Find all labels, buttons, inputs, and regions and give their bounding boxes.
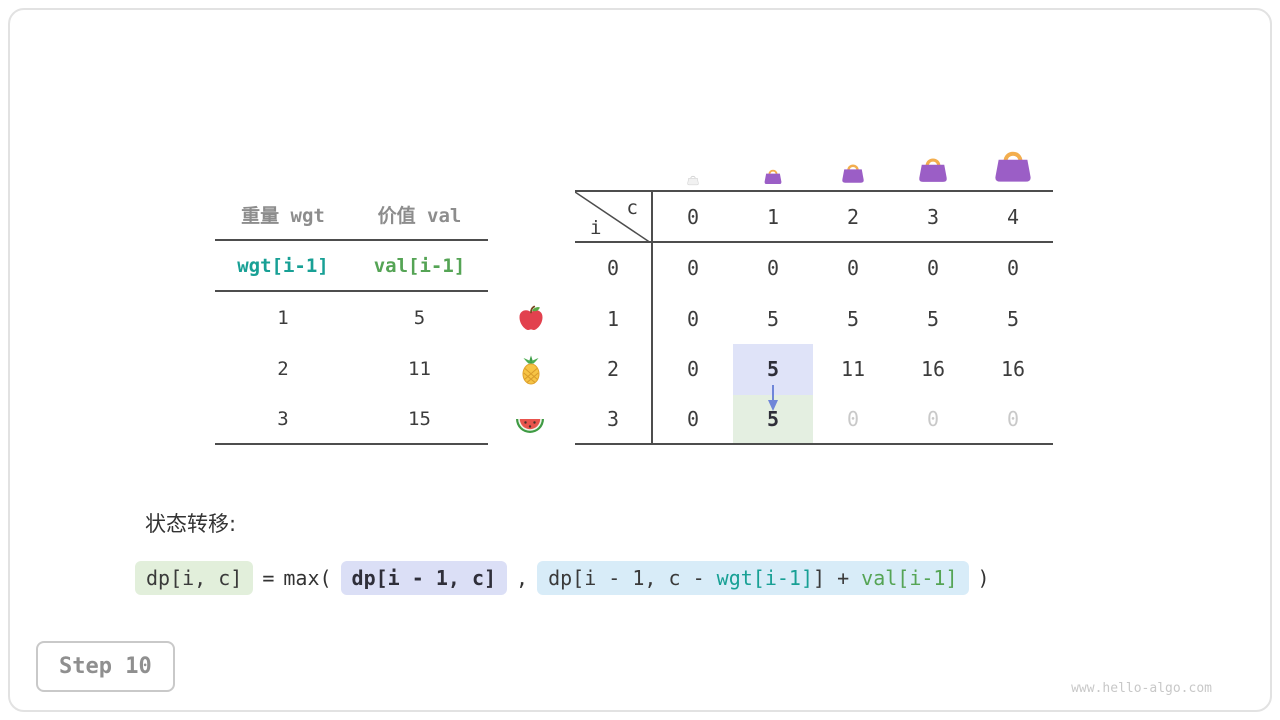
dp-row-header: 3 (575, 394, 653, 445)
formula-arg2-chip: dp[i - 1, c - wgt[i-1]] + val[i-1] (537, 561, 969, 595)
formula-paren-close: ) (977, 566, 990, 590)
corner-row-var: i (590, 217, 602, 239)
dp-cell: 0 (1006, 256, 1020, 281)
apple-icon (519, 305, 543, 330)
dp-row-header: 2 (575, 344, 653, 395)
arg2-wgt-term: wgt[i-1] (716, 566, 813, 590)
arg2-mid: ] + (813, 566, 862, 590)
dp-cell: 0 (766, 256, 780, 281)
formula-equals: = (262, 566, 275, 590)
dp-cell: 16 (1000, 357, 1026, 382)
items-formula-wgt: wgt[i-1] (215, 241, 351, 292)
bag-xlarge-icon (995, 151, 1031, 182)
item-2-value: 11 (408, 357, 431, 380)
dp-cell: 0 (813, 395, 893, 445)
dp-row-header: 1 (575, 293, 653, 344)
dp-col-header: 0 (653, 190, 733, 243)
dp-col-header: 1 (733, 190, 813, 243)
state-transition-formula: dp[i, c] = max( dp[i - 1, c] , dp[i - 1,… (135, 561, 990, 595)
state-transition-label: 状态转移: (145, 512, 237, 536)
dp-cell: 5 (846, 306, 860, 331)
pineapple-icon (522, 355, 540, 385)
items-col-header-value: 价值 val (351, 190, 488, 241)
dp-cell: 0 (686, 357, 700, 382)
bag-small-icon (764, 169, 782, 185)
items-table: 重量 wgt 价值 val wgt[i-1] val[i-1] 1 5 2 11… (215, 190, 488, 445)
dp-col-header: 4 (973, 190, 1053, 243)
item-2-weight: 2 (277, 357, 289, 380)
item-1-weight: 1 (277, 306, 289, 329)
item-3-value: 15 (351, 394, 488, 445)
dp-cell: 0 (973, 395, 1053, 445)
dp-row-header: 0 (575, 243, 653, 294)
dp-table: c i 0 1 2 3 4 0 0 0 0 0 0 1 0 5 5 5 5 2 … (575, 190, 1053, 445)
corner-diagonal-line (575, 192, 651, 243)
formula-arg1-chip: dp[i - 1, c] (340, 561, 508, 595)
watermelon-icon (516, 419, 544, 433)
dp-cell: 16 (920, 357, 946, 382)
dp-cell: 0 (846, 256, 860, 281)
dp-col-header: 3 (893, 190, 973, 243)
corner-col-var: c (626, 197, 638, 219)
step-badge: Step 10 (36, 641, 175, 692)
dp-cell: 0 (893, 395, 973, 445)
dp-cell: 0 (686, 256, 700, 281)
dp-cell: 5 (766, 306, 780, 331)
formula-comma: , (516, 566, 529, 590)
watermark: www.hello-algo.com (1071, 681, 1212, 696)
bag-medium-icon (842, 164, 864, 183)
item-1-value: 5 (413, 306, 426, 329)
transition-arrow-icon (768, 385, 778, 411)
dp-cell: 0 (686, 306, 700, 331)
dp-cell: 5 (926, 306, 940, 331)
dp-cell: 0 (653, 395, 733, 445)
items-formula-val: val[i-1] (351, 241, 488, 292)
dp-cell: 5 (1006, 306, 1020, 331)
bag-empty-icon (687, 175, 699, 186)
bag-large-icon (919, 158, 947, 182)
arg2-prefix: dp[i - 1, c - (548, 566, 717, 590)
dp-cell: 11 (840, 357, 866, 382)
item-3-weight: 3 (215, 394, 351, 445)
formula-lhs-chip: dp[i, c] (135, 561, 254, 595)
arg2-val-term: val[i-1] (861, 566, 958, 590)
dp-col-header: 2 (813, 190, 893, 243)
dp-cell: 0 (926, 256, 940, 281)
dp-corner-cell: c i (575, 190, 653, 243)
items-col-header-weight: 重量 wgt (215, 190, 351, 241)
formula-max-open: max( (283, 566, 332, 590)
